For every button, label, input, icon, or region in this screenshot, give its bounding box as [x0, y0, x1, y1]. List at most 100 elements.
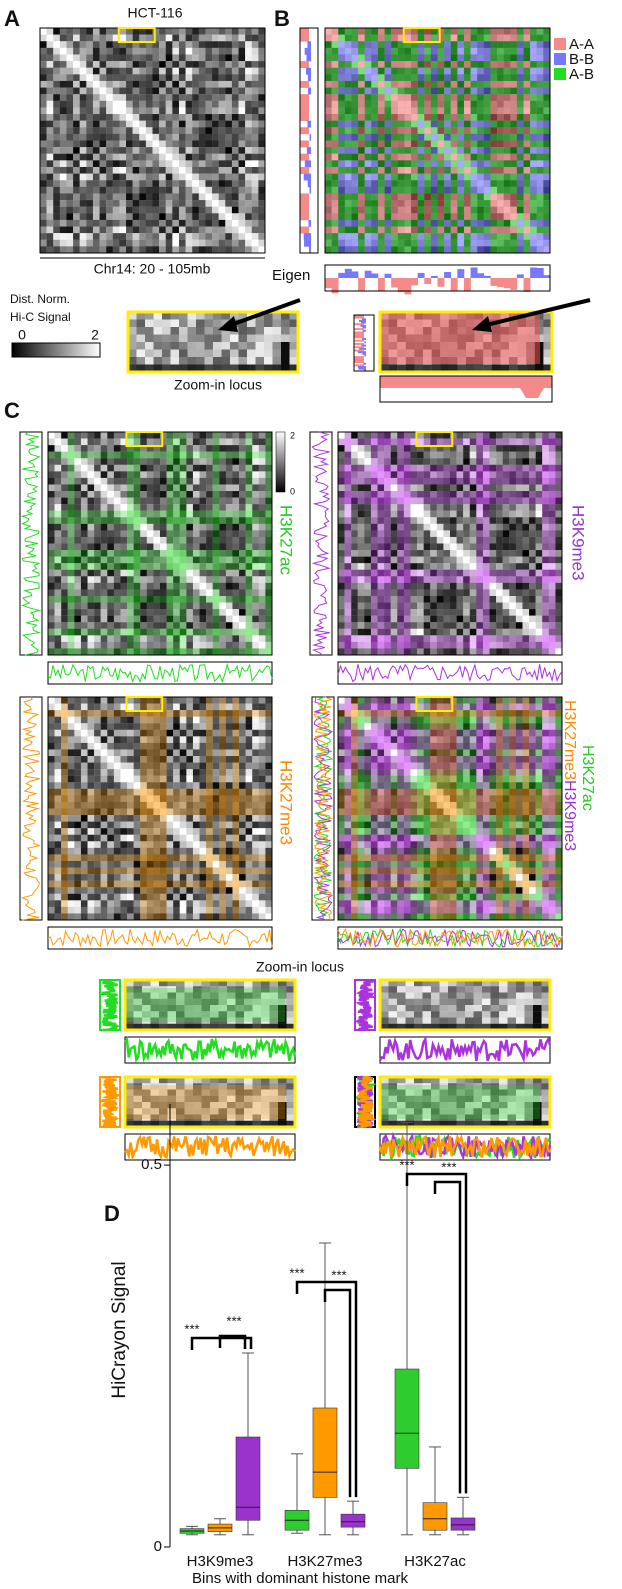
colorbar	[12, 343, 100, 357]
combined-label: H3K27me3H3K9me3	[561, 700, 578, 851]
colorbar-min: 0	[18, 327, 26, 343]
eigen-bar	[338, 273, 345, 278]
eigen-bar	[354, 340, 364, 342]
eigen-bar	[300, 193, 309, 200]
legend-swatch	[554, 53, 566, 65]
panel-label: B	[274, 6, 290, 31]
eigen-bar	[411, 278, 418, 285]
significance: ***	[289, 1265, 304, 1280]
eigen-bar	[305, 160, 311, 167]
eigen-bar	[354, 328, 364, 330]
track-label: H3K9me3	[569, 505, 588, 581]
mark-overlay	[125, 1085, 285, 1119]
eigen-bar	[378, 278, 385, 291]
eigen-bar	[300, 141, 309, 148]
track-label: H3K9me3	[561, 780, 578, 851]
signal-track	[22, 432, 39, 655]
eigen-bar	[431, 276, 438, 278]
eigen-bar	[307, 121, 311, 128]
box	[313, 1408, 337, 1497]
eigen-label: Eigen	[272, 267, 310, 284]
eigen-bar	[497, 278, 504, 287]
eigen-bar	[300, 167, 309, 174]
x-axis-label: Bins with dominant histone mark	[192, 1570, 408, 1587]
eigen-bar	[308, 74, 311, 81]
legend-swatch	[554, 38, 566, 50]
eigen-bar	[457, 269, 464, 278]
signal-track	[125, 1039, 295, 1061]
eigen-bar	[398, 278, 405, 292]
eigen-bar	[451, 278, 458, 291]
bracket	[192, 1338, 251, 1350]
eigen-bar	[300, 61, 309, 68]
eigen-bar	[308, 88, 311, 95]
legend-label: A-B	[569, 66, 594, 83]
eigen-bar	[543, 275, 550, 278]
eigen-bar	[364, 341, 366, 343]
box	[341, 1514, 365, 1527]
eigen-bar	[477, 273, 484, 278]
eigen-area	[380, 376, 552, 398]
eigen-bar	[517, 274, 524, 278]
eigen-bar	[510, 278, 517, 290]
heatmap	[40, 28, 265, 253]
eigen-bar	[364, 355, 366, 357]
eigen-bar	[524, 278, 531, 292]
eigen-bar	[300, 127, 309, 134]
colorbar-max: 2	[290, 430, 295, 440]
eigen-bar	[306, 54, 311, 61]
colorbar-title: Hi-C Signal	[10, 310, 71, 324]
eigen-bar	[308, 180, 311, 187]
track-label: H3K27me3	[277, 760, 296, 845]
x-tick-label: H3K27me3	[287, 1553, 362, 1570]
eigen-bar	[424, 278, 431, 284]
eigen-bar	[300, 227, 309, 234]
eigen-bar	[300, 101, 309, 108]
eigen-bar	[490, 278, 497, 286]
box	[423, 1503, 447, 1530]
eigen-bar	[305, 48, 311, 55]
heatmap	[325, 28, 550, 253]
eigen-bar	[309, 220, 311, 227]
mark-overlay	[125, 988, 285, 1022]
heatmap	[128, 312, 298, 372]
signal-track	[338, 664, 562, 681]
signal-track	[22, 697, 40, 920]
eigen-bar	[464, 278, 471, 291]
eigen-bar	[530, 267, 537, 278]
eigen-bar	[300, 207, 309, 214]
eigen-bar	[310, 187, 311, 194]
heatmap	[380, 980, 550, 1030]
y-tick-label: 0	[154, 1538, 162, 1555]
zoom-label: Zoom-in locus	[256, 959, 344, 975]
signal-track	[125, 1136, 295, 1157]
eigen-bar	[385, 274, 392, 278]
significance: ***	[226, 1313, 241, 1328]
track-label: H3K27ac	[579, 745, 596, 811]
figure: A HCT-116 Chr14: 20 - 105mb B Eigen Dist…	[0, 0, 622, 1589]
heatmap	[48, 432, 272, 655]
eigen-bar	[391, 278, 398, 287]
panel-label: A	[4, 6, 20, 31]
box	[451, 1518, 475, 1530]
signal-track	[102, 980, 117, 1030]
colorbar	[276, 432, 285, 492]
eigen-bar	[300, 114, 309, 121]
legend-swatch	[554, 68, 566, 80]
axis-label: Chr14: 20 - 105mb	[94, 261, 211, 277]
title: HCT-116	[128, 5, 183, 21]
significance: ***	[441, 1159, 456, 1174]
eigen-bar	[471, 267, 478, 278]
signal-track	[48, 929, 272, 947]
eigen-bar	[307, 147, 311, 154]
eigen-bar	[300, 213, 309, 220]
eigen-bar	[307, 41, 311, 48]
eigen-bar	[306, 68, 311, 75]
eigen-bar	[484, 276, 491, 278]
eigen-bar	[304, 240, 311, 247]
significance: ***	[399, 1157, 414, 1172]
eigen-bar	[371, 274, 378, 278]
eigen-bar	[325, 278, 332, 288]
eigen-bar	[300, 35, 309, 42]
track-label: H3K27ac	[277, 505, 296, 575]
